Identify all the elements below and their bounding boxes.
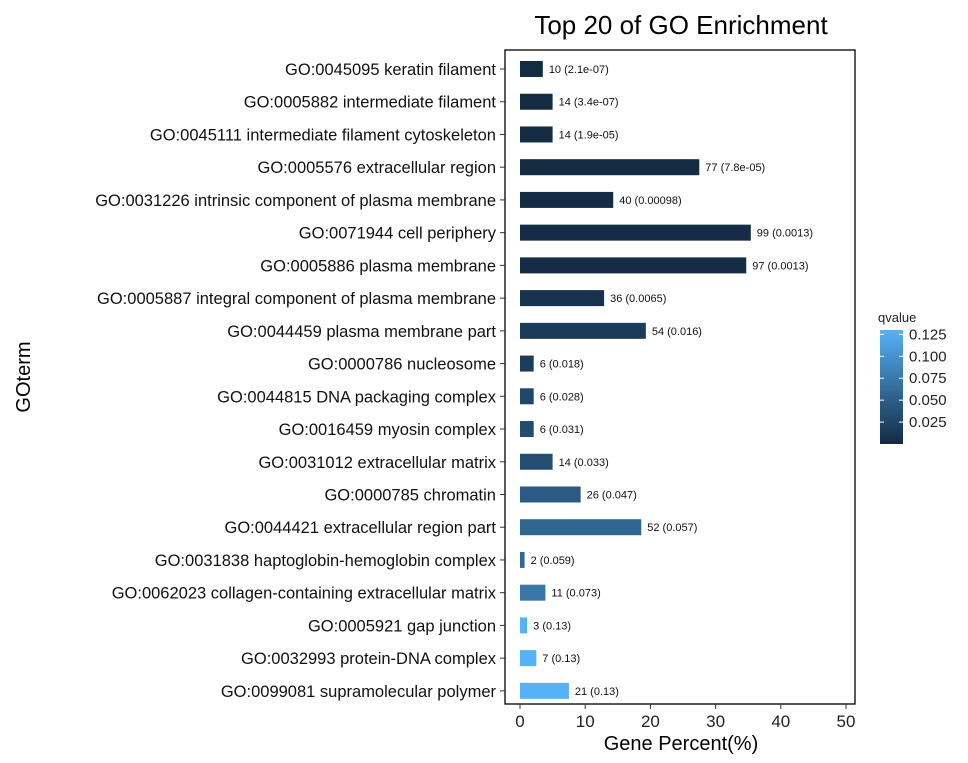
chart-title: Top 20 of GO Enrichment	[534, 10, 828, 40]
category-label: GO:0045111 intermediate filament cytoske…	[150, 126, 496, 144]
category-label: GO:0005921 gap junction	[308, 617, 496, 635]
bar-value-label: 7 (0.13)	[542, 653, 580, 665]
bar-value-label: 40 (0.00098)	[619, 195, 681, 207]
legend-title: qvalue	[878, 310, 916, 325]
bar-value-label: 52 (0.057)	[647, 522, 697, 534]
bar-value-label: 6 (0.028)	[540, 391, 584, 403]
bar-value-label: 97 (0.0013)	[752, 260, 808, 272]
category-label: GO:0044421 extracellular region part	[225, 519, 497, 537]
category-label: GO:0031012 extracellular matrix	[258, 454, 496, 472]
category-label: GO:0044459 plasma membrane part	[227, 323, 496, 341]
bar-value-label: 99 (0.0013)	[757, 228, 813, 240]
category-label: GO:0005887 integral component of plasma …	[97, 290, 496, 308]
bar-value-label: 11 (0.073)	[551, 588, 600, 600]
legend-tick-label: 0.075	[909, 370, 947, 387]
bar	[520, 388, 534, 405]
bar	[520, 224, 751, 241]
bar	[520, 453, 553, 470]
bar	[520, 650, 537, 667]
bar	[520, 551, 525, 568]
category-labels: GO:0045095 keratin filament GO:0005882 in…	[95, 61, 497, 701]
x-tick-label: 50	[837, 712, 856, 731]
category-label: GO:0071944 cell periphery	[299, 225, 497, 243]
bar	[520, 519, 642, 536]
category-label: GO:0016459 myosin complex	[279, 421, 497, 439]
category-label: GO:0044815 DNA packaging complex	[217, 388, 497, 406]
bar-value-label: 14 (1.9e-05)	[559, 129, 619, 141]
category-label: GO:0005882 intermediate filament	[244, 94, 497, 112]
bar	[520, 486, 581, 503]
bar-value-label: 77 (7.8e-05)	[705, 162, 765, 174]
bar	[520, 355, 534, 372]
y-axis-ticks	[500, 68, 505, 692]
bar-value-label: 14 (0.033)	[559, 457, 609, 469]
category-label: GO:0000785 chromatin	[324, 486, 496, 504]
bar-value-label: 6 (0.018)	[540, 359, 584, 371]
x-axis-ticks: 0 10 20 30 40 50	[515, 704, 855, 731]
category-label: GO:0000786 nucleosome	[308, 356, 496, 374]
bars	[520, 61, 751, 699]
legend-tick-label: 0.125	[909, 326, 947, 343]
bar	[520, 191, 614, 208]
x-axis-title: Gene Percent(%)	[604, 733, 759, 755]
category-label: GO:0045095 keratin filament	[285, 61, 496, 79]
x-tick-label: 0	[515, 712, 524, 731]
category-label: GO:0031226 intrinsic component of plasma…	[95, 192, 496, 210]
bar	[520, 93, 553, 110]
x-tick-label: 40	[771, 712, 790, 731]
category-label: GO:0062023 collagen-containing extracell…	[112, 585, 497, 603]
bar-value-label: 14 (3.4e-07)	[559, 97, 619, 109]
bar-value-label: 26 (0.047)	[587, 489, 637, 501]
legend-colorbar	[880, 330, 903, 444]
category-label: GO:0099081 supramolecular polymer	[221, 683, 497, 701]
bar-value-labels: 10 (2.1e-07) 14 (3.4e-07) 14 (1.9e-05) 77 (…	[531, 64, 814, 698]
qvalue-legend: qvalue 0.125 0.100 0.075 0.050 0.025	[878, 310, 947, 444]
bar	[520, 322, 646, 339]
category-label: GO:0031838 haptoglobin-hemoglobin comple…	[155, 552, 497, 570]
category-label: GO:0005576 extracellular region	[258, 159, 496, 177]
legend-tick-label: 0.025	[909, 414, 947, 431]
plot-panel-border	[504, 49, 856, 705]
legend-ticks: 0.125 0.100 0.075 0.050 0.025	[880, 326, 947, 431]
bar	[520, 61, 543, 77]
bar-value-label: 6 (0.031)	[540, 424, 584, 436]
bar	[520, 126, 553, 143]
bar	[520, 257, 747, 274]
bar	[520, 682, 569, 699]
x-tick-label: 20	[641, 712, 660, 731]
legend-tick-label: 0.100	[909, 348, 947, 365]
bar-value-label: 36 (0.0065)	[610, 293, 666, 305]
category-label: GO:0005886 plasma membrane	[260, 257, 496, 275]
category-label: GO:0032993 protein-DNA complex	[241, 650, 497, 668]
bar	[520, 290, 605, 307]
x-tick-label: 30	[706, 712, 725, 731]
bar-value-label: 10 (2.1e-07)	[549, 64, 609, 76]
legend-tick-label: 0.050	[909, 392, 947, 409]
bar-value-label: 54 (0.016)	[652, 326, 702, 338]
bar	[520, 421, 534, 438]
bar-value-label: 21 (0.13)	[575, 686, 619, 698]
bar	[520, 584, 546, 601]
bar-value-label: 2 (0.059)	[531, 555, 575, 567]
bar	[520, 617, 528, 634]
y-axis-title: GOterm	[13, 341, 35, 412]
bar	[520, 159, 700, 176]
bar-value-label: 3 (0.13)	[533, 620, 571, 632]
x-tick-label: 10	[576, 712, 595, 731]
